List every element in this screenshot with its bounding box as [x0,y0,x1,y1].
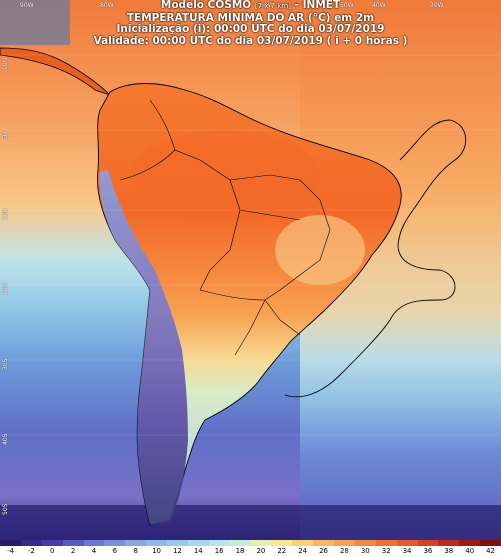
nw-corner [0,0,70,45]
lat-label-40s: 40S [2,433,9,445]
legend-swatch [20,540,42,546]
legend-ticks: -4 -2 0 2 4 6 8 10 12 14 16 18 20 22 24 26 28 30 32 34 36 38 4… [0,547,501,556]
legend-swatch [208,540,230,546]
legend-tick-label: 42 [486,547,496,555]
legend-tick-label: 26 [319,547,329,555]
legend-tick-label: 38 [444,547,454,555]
lat-label-30s: 30S [2,358,9,370]
color-legend: -4 -2 0 2 4 6 8 10 12 14 16 18 20 22 24 26 28 30 32 34 36 38 4… [0,540,501,556]
legend-tick-label: 28 [339,547,349,555]
legend-swatch [125,540,147,546]
lon-label-40w: 40W [372,2,386,9]
amazon-hot-core [130,130,320,220]
model-name: Modelo COSMO [160,0,252,11]
legend-tick-label: 20 [256,547,266,555]
lon-label-50w: 50W [340,2,354,9]
legend-swatch [334,540,355,546]
lon-label-30w: 30W [430,2,444,9]
legend-swatch [417,540,439,546]
lat-label-50s: 50S [2,503,9,515]
variable-title: TEMPERATURA MÍNIMA DO AR (°C) em 2m [126,11,375,24]
legend-tick-label: 8 [133,547,138,555]
legend-tick-label: 0 [49,547,55,555]
legend-tick-label: -4 [6,547,14,555]
lat-label-10n: 10N [2,57,9,70]
validity-time: Validade: 00:00 UTC do dia 03/07/2019 ( … [93,34,408,47]
legend-swatch [229,540,251,546]
lat-label-20s: 20S [2,283,9,295]
legend-swatch [313,540,334,546]
model-source: - INMET [294,0,341,11]
map-panel: 90W 80W 70W 60W 50W 40W 30W 10N EQ 10S 2… [0,0,501,540]
lon-label-60w: 60W [260,2,274,9]
legend-swatch [0,540,21,546]
brazil-highlands [275,215,365,285]
legend-swatch [167,540,188,546]
legend-tick-label: 16 [214,547,224,555]
legend-swatch [187,540,209,546]
legend-swatches [0,540,501,546]
legend-swatch [354,540,376,546]
model-resolution: [7 x 7 km] [254,2,291,10]
legend-swatch [459,540,481,546]
legend-tick-label: 40 [465,547,475,555]
lat-label-10s: 10S [2,208,9,220]
legend-tick-label: 6 [112,547,118,555]
legend-swatch [250,540,272,546]
legend-swatch [146,540,167,546]
initialization-time: Inicialização (i): 00:00 UTC do dia 03/0… [116,23,385,35]
lon-label-70w: 70W [180,2,194,9]
legend-tick-label: 10 [152,547,162,555]
legend-tick-label: 34 [402,547,412,555]
legend-swatch [83,540,105,546]
legend-swatch [62,540,84,546]
legend-tick-label: 32 [381,547,391,555]
legend-tick-label: 18 [235,547,245,555]
legend-tick-label: 12 [172,547,182,555]
andes-cold-zone [99,170,188,525]
country-borders [119,99,331,356]
legend-swatch [104,540,126,546]
legend-swatch [271,540,293,546]
temperature-map [0,0,501,540]
legend-tick-label: -2 [27,547,35,555]
legend-swatch [375,540,397,546]
central-america [0,47,111,96]
legend-swatch [396,540,418,546]
legend-tick-label: 24 [298,547,308,555]
graticule [0,54,501,436]
map-header: Modelo COSMO [7 x 7 km] - INMET TEMPERAT… [0,0,501,47]
lon-label-90w: 90W [20,2,34,9]
legend-tick-label: 14 [193,547,203,555]
far-south-band [0,505,501,540]
legend-swatch [292,540,314,546]
legend-swatch [480,540,501,546]
legend-tick-label: 30 [360,547,370,555]
model-title: Modelo COSMO [7 x 7 km] - INMET [0,0,501,13]
legend-tick-label: 36 [423,547,433,555]
eez-boundary [284,119,467,398]
legend-swatch [438,540,460,546]
lon-label-80w: 80W [100,2,114,9]
legend-tick-label: 2 [70,547,76,555]
legend-tick-label: 4 [91,547,97,555]
lat-label-eq: EQ [2,131,9,140]
legend-tick-label: 22 [277,547,287,555]
legend-swatch [41,540,63,546]
